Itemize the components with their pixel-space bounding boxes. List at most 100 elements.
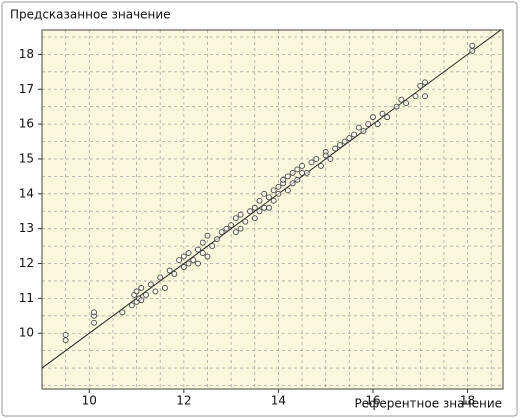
data-point [351,131,358,138]
y-tick-label: 13 [19,221,34,235]
data-point [270,197,277,204]
x-tick-label: 16 [365,394,380,408]
data-point [379,110,386,117]
data-point [294,166,301,173]
data-point [62,332,69,338]
x-tick-label: 14 [271,394,286,408]
data-point [152,288,159,295]
data-point [138,297,145,304]
data-point [289,180,296,187]
data-point [185,250,192,257]
y-tick-label: 15 [19,151,34,165]
plot-border [41,29,504,390]
data-point [180,253,187,260]
data-point [398,96,405,103]
x-tick-label: 10 [82,394,97,408]
data-point [209,243,216,250]
data-point [199,250,206,257]
data-point [318,162,324,169]
data-point [147,281,154,288]
data-point [228,222,235,229]
y-tick-label: 17 [19,82,34,96]
data-point [247,208,253,215]
y-tick-label: 11 [19,291,34,305]
data-point [199,239,206,246]
data-point [261,204,268,211]
y-tick-label: 14 [19,186,34,200]
data-point [119,309,126,316]
data-point [370,114,376,121]
data-point [346,135,353,141]
data-point [360,128,367,135]
data-point [289,169,296,176]
data-point [213,236,220,243]
x-tick-label: 12 [176,394,191,408]
data-point [91,319,97,326]
data-point [62,337,69,344]
data-point [469,42,476,49]
data-point [422,79,428,86]
data-point [176,257,183,263]
data-point [180,264,187,270]
data-point [266,204,272,211]
data-point [422,93,428,100]
data-point [284,187,291,194]
data-point [195,260,201,267]
y-axis-title: Предсказанное значение [10,8,171,22]
data-point [261,190,268,197]
data-point [237,211,244,218]
data-point [204,232,211,239]
data-point [232,229,239,236]
data-point [232,215,239,222]
data-point [322,152,329,159]
data-point [284,173,291,180]
data-point [266,194,272,201]
data-point [195,246,201,253]
data-point [270,187,277,194]
data-point [308,159,315,166]
y-tick-label: 10 [19,326,34,340]
data-point [280,176,287,183]
data-point [313,156,320,162]
data-point [128,302,135,309]
y-tick-label: 16 [19,117,34,131]
data-point [157,274,164,281]
data-point [138,284,145,291]
x-tick-label: 18 [460,394,475,408]
data-point [251,215,258,222]
data-point [256,208,263,215]
data-point [185,260,192,267]
data-point [384,114,391,121]
data-point [393,103,400,110]
data-point [299,162,306,169]
x-axis-title: Референтное значение [354,397,502,411]
data-point [275,190,282,197]
data-point [223,225,230,232]
data-point [218,229,225,236]
data-point [166,267,173,274]
data-point [256,197,263,204]
data-point [327,156,334,162]
data-point [336,142,343,148]
data-point [204,253,211,260]
data-point [237,225,244,232]
data-point [275,183,282,190]
data-point [374,121,381,128]
data-point [403,100,410,107]
data-point [251,204,258,211]
data-point [365,121,372,128]
data-point [469,47,476,54]
y-tick-label: 12 [19,256,34,270]
plot-area [42,30,503,389]
data-point [412,93,419,100]
data-point [133,288,140,295]
data-point [355,124,362,131]
data-point [91,309,97,316]
data-point [299,169,306,176]
data-point [190,257,197,263]
data-point [161,284,168,291]
y-tick-label: 18 [19,47,34,61]
data-point [332,145,339,152]
data-point [294,176,301,183]
